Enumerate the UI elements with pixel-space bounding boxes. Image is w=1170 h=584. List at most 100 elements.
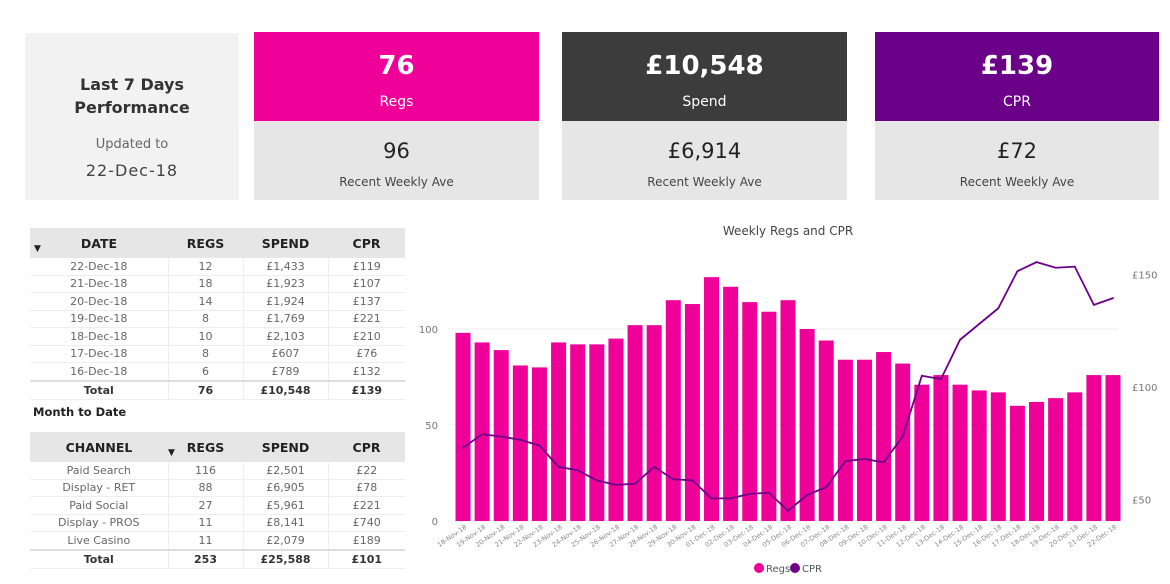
table-cell: £1,924 [243,292,329,311]
bar-regs [646,325,662,521]
total-row: Total 76 £10,548 £139 [30,379,405,400]
column-header-spend[interactable]: SPEND [243,432,328,462]
chart-legend: Regs CPR [754,563,822,575]
point-cpr [844,460,847,463]
bar-regs [761,311,777,521]
table-row: 16-Dec-18 6 £789 £132 [30,362,405,381]
bar-regs [1105,375,1121,521]
table-cell: 21-Dec-18 [30,275,169,293]
point-cpr [653,465,656,468]
table-row: 19-Dec-18 8 £1,769 £221 [30,310,405,328]
table-cell: 17-Dec-18 [30,345,169,363]
column-header-cpr[interactable]: CPR [328,432,405,462]
kpi-recent-label: Recent Weekly Ave [959,175,1075,189]
left-axis-tick: 50 [425,421,438,432]
table-row: 20-Dec-18 14 £1,924 £137 [30,292,405,311]
left-axis-tick: 0 [432,517,438,528]
table-cell: £132 [328,362,405,381]
bar-regs [608,338,624,521]
table-cell: 16-Dec-18 [30,362,169,381]
table-cell: £1,769 [243,310,329,328]
table-cell: £107 [328,275,405,293]
channel-table: CHANNEL REGS ▼ SPEND CPR Paid Search 116 £2… [30,432,405,569]
point-cpr [825,486,828,489]
total-row: Total 253 £25,588 £101 [30,548,405,569]
bar-regs [551,342,567,521]
point-cpr [634,482,636,485]
point-cpr [500,435,503,438]
bar-regs [780,300,796,521]
page-title: Last 7 Days Performance [74,75,190,117]
table-cell: £10,548 [243,379,329,400]
kpi-cpr-card: £139 CPR £72 Recent Weekly Ave [875,32,1159,200]
bar-regs [1029,401,1045,521]
table-cell: Paid Search [30,462,169,480]
kpi-recent-value: £72 [996,139,1038,163]
column-header-channel[interactable]: CHANNEL [30,432,168,462]
updated-date: 22-Dec-18 [85,161,179,180]
table-cell: 10 [168,327,244,346]
point-cpr [940,378,942,381]
table-cell: £1,433 [243,258,329,276]
legend-regs-label: Regs [766,564,790,575]
table-row: Display - PROS 11 £8,141 £740 [30,514,405,532]
point-cpr [519,438,522,441]
table-cell: £2,103 [243,327,329,346]
bar-regs [933,375,949,521]
month-to-date-title: Month to Date [33,405,127,419]
bar-regs [1009,405,1025,521]
column-header-spend[interactable]: SPEND [243,228,328,258]
table-cell: Total [30,548,169,569]
bar-regs [627,325,643,521]
point-cpr [557,465,560,468]
table-cell: £5,961 [243,496,329,515]
table-cell: £210 [328,327,405,346]
kpi-recent-value: £6,914 [667,139,742,163]
table-cell: 76 [168,379,244,400]
table-row: Live Casino 11 £2,079 £189 [30,531,405,550]
table-cell: Display - RET [30,479,169,497]
point-cpr [576,469,579,472]
table-row: Paid Search 116 £2,501 £22 [30,462,405,480]
bar-regs [990,392,1006,521]
table-row: 18-Dec-18 10 £2,103 £210 [30,327,405,346]
table-cell: £139 [328,379,405,400]
table-cell: 18-Dec-18 [30,327,169,346]
table-cell: £740 [328,514,405,532]
table-cell: 19-Dec-18 [30,310,169,328]
table-cell: £2,501 [243,462,329,480]
bar-regs [952,384,968,521]
point-cpr [615,483,617,486]
kpi-regs-card: 76 Regs 96 Recent Weekly Ave [254,32,539,200]
bar-regs [818,340,834,521]
column-header-cpr[interactable]: CPR [328,228,405,258]
bar-regs [455,332,471,521]
point-cpr [997,307,1000,310]
column-header-regs[interactable]: REGS ▼ [168,432,243,462]
bar-regs [1086,375,1102,521]
bar-regs [799,329,815,521]
table-cell: £22 [328,462,405,480]
table-cell: £2,079 [243,531,329,550]
sort-desc-icon[interactable]: ▼ [168,448,175,458]
legend-regs-marker [754,563,764,573]
updated-label: Updated to [95,137,169,152]
kpi-recent-value: 96 [383,139,410,163]
bar-regs [742,302,758,521]
point-cpr [710,497,713,500]
table-cell: 11 [168,514,244,532]
table-row: 17-Dec-18 8 £607 £76 [30,345,405,363]
table-cell: £1,923 [243,275,329,293]
table-cell: £25,588 [243,548,329,569]
point-cpr [1092,303,1095,306]
kpi-recent-label: Recent Weekly Ave [647,175,762,189]
table-cell: 12 [168,258,244,276]
bar-regs [493,350,509,521]
point-cpr [538,444,541,447]
sort-desc-icon[interactable]: ▼ [34,244,41,254]
table-cell: Total [30,379,169,400]
column-header-date[interactable]: DATE ▼ [30,228,168,258]
legend-cpr-label: CPR [802,564,822,575]
column-header-regs[interactable]: REGS [168,228,243,258]
legend-cpr-marker [790,563,800,573]
